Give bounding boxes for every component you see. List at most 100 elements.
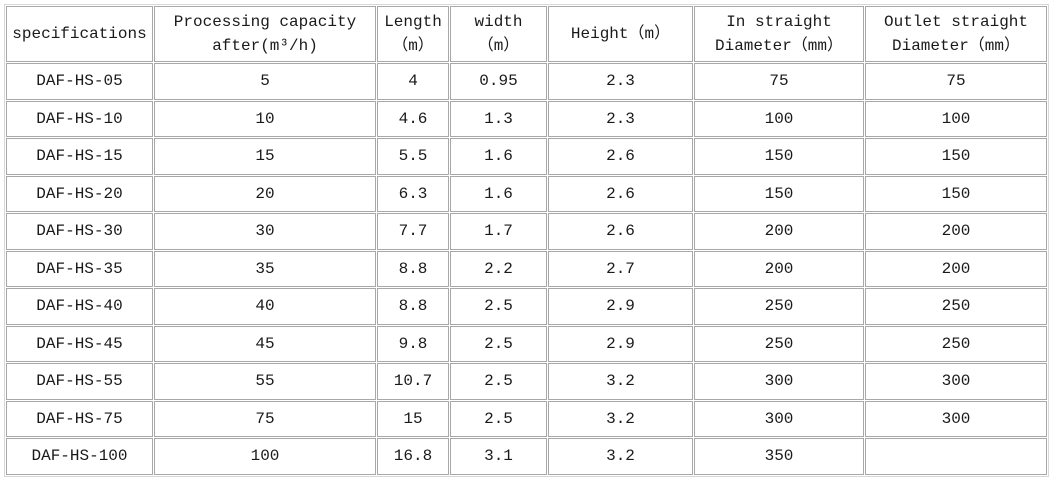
header-text: width: [474, 13, 523, 31]
table-row: DAF-HS-35 35 8.8 2.2 2.7 200 200: [6, 250, 1047, 287]
header-text: In straight: [726, 13, 832, 31]
cell-inlet-diameter: 350: [694, 438, 864, 475]
cell-height: 2.6: [548, 138, 693, 175]
header-text: after(m³/h): [212, 37, 318, 55]
cell-height: 2.3: [548, 63, 693, 100]
cell-length: 4: [377, 63, 449, 100]
cell-width: 2.5: [450, 400, 547, 437]
cell-outlet-diameter: 75: [865, 63, 1047, 100]
table-row: DAF-HS-10 10 4.6 1.3 2.3 100 100: [6, 100, 1047, 137]
cell-processing-capacity: 45: [154, 325, 376, 362]
cell-inlet-diameter: 250: [694, 288, 864, 325]
cell-specifications: DAF-HS-05: [6, 63, 153, 100]
cell-outlet-diameter: 150: [865, 138, 1047, 175]
cell-length: 8.8: [377, 250, 449, 287]
header-text: specifications: [12, 25, 147, 43]
cell-height: 2.6: [548, 213, 693, 250]
cell-outlet-diameter: 250: [865, 288, 1047, 325]
cell-processing-capacity: 75: [154, 400, 376, 437]
cell-processing-capacity: 10: [154, 100, 376, 137]
cell-specifications: DAF-HS-20: [6, 175, 153, 212]
cell-outlet-diameter: 200: [865, 213, 1047, 250]
cell-height: 3.2: [548, 363, 693, 400]
cell-length: 5.5: [377, 138, 449, 175]
header-text: Length: [384, 13, 442, 31]
cell-length: 7.7: [377, 213, 449, 250]
cell-inlet-diameter: 150: [694, 138, 864, 175]
cell-length: 6.3: [377, 175, 449, 212]
table-row: DAF-HS-75 75 15 2.5 3.2 300 300: [6, 400, 1047, 437]
cell-width: 2.2: [450, 250, 547, 287]
cell-height: 3.2: [548, 438, 693, 475]
cell-length: 10.7: [377, 363, 449, 400]
cell-specifications: DAF-HS-15: [6, 138, 153, 175]
header-width: width （m）: [450, 6, 547, 62]
cell-specifications: DAF-HS-35: [6, 250, 153, 287]
cell-width: 2.5: [450, 288, 547, 325]
header-inlet-diameter: In straight Diameter（mm）: [694, 6, 864, 62]
cell-width: 1.6: [450, 175, 547, 212]
cell-length: 15: [377, 400, 449, 437]
cell-specifications: DAF-HS-30: [6, 213, 153, 250]
header-text: Diameter（mm）: [714, 37, 844, 55]
header-outlet-diameter: Outlet straight Diameter（mm）: [865, 6, 1047, 62]
cell-width: 0.95: [450, 63, 547, 100]
cell-inlet-diameter: 300: [694, 400, 864, 437]
cell-length: 4.6: [377, 100, 449, 137]
cell-width: 3.1: [450, 438, 547, 475]
table-row: DAF-HS-45 45 9.8 2.5 2.9 250 250: [6, 325, 1047, 362]
header-text: （m）: [392, 37, 434, 55]
header-text: Processing capacity: [173, 13, 357, 31]
cell-specifications: DAF-HS-10: [6, 100, 153, 137]
cell-outlet-diameter: [865, 438, 1047, 475]
cell-processing-capacity: 20: [154, 175, 376, 212]
cell-specifications: DAF-HS-45: [6, 325, 153, 362]
table-row: DAF-HS-100 100 16.8 3.1 3.2 350: [6, 438, 1047, 475]
cell-length: 9.8: [377, 325, 449, 362]
header-length: Length （m）: [377, 6, 449, 62]
cell-height: 2.6: [548, 175, 693, 212]
cell-processing-capacity: 55: [154, 363, 376, 400]
cell-processing-capacity: 40: [154, 288, 376, 325]
header-text: Height（m）: [570, 25, 671, 43]
specifications-table: specifications Processing capacity after(m…: [4, 4, 1049, 477]
cell-specifications: DAF-HS-100: [6, 438, 153, 475]
cell-outlet-diameter: 300: [865, 363, 1047, 400]
table-row: DAF-HS-30 30 7.7 1.7 2.6 200 200: [6, 213, 1047, 250]
table-row: DAF-HS-55 55 10.7 2.5 3.2 300 300: [6, 363, 1047, 400]
cell-length: 16.8: [377, 438, 449, 475]
table-row: DAF-HS-05 5 4 0.95 2.3 75 75: [6, 63, 1047, 100]
cell-inlet-diameter: 200: [694, 250, 864, 287]
header-row: specifications Processing capacity after(m…: [6, 6, 1047, 62]
header-text: Outlet straight: [883, 13, 1029, 31]
cell-inlet-diameter: 200: [694, 213, 864, 250]
cell-processing-capacity: 35: [154, 250, 376, 287]
cell-width: 1.6: [450, 138, 547, 175]
cell-width: 1.3: [450, 100, 547, 137]
cell-outlet-diameter: 100: [865, 100, 1047, 137]
cell-outlet-diameter: 250: [865, 325, 1047, 362]
cell-inlet-diameter: 75: [694, 63, 864, 100]
cell-specifications: DAF-HS-40: [6, 288, 153, 325]
cell-specifications: DAF-HS-55: [6, 363, 153, 400]
cell-height: 2.9: [548, 325, 693, 362]
table-row: DAF-HS-40 40 8.8 2.5 2.9 250 250: [6, 288, 1047, 325]
cell-inlet-diameter: 250: [694, 325, 864, 362]
cell-width: 2.5: [450, 363, 547, 400]
cell-processing-capacity: 30: [154, 213, 376, 250]
cell-specifications: DAF-HS-75: [6, 400, 153, 437]
cell-width: 2.5: [450, 325, 547, 362]
header-height: Height（m）: [548, 6, 693, 62]
cell-height: 2.3: [548, 100, 693, 137]
cell-outlet-diameter: 200: [865, 250, 1047, 287]
header-processing-capacity: Processing capacity after(m³/h): [154, 6, 376, 62]
cell-outlet-diameter: 150: [865, 175, 1047, 212]
cell-height: 2.7: [548, 250, 693, 287]
table-row: DAF-HS-20 20 6.3 1.6 2.6 150 150: [6, 175, 1047, 212]
table-row: DAF-HS-15 15 5.5 1.6 2.6 150 150: [6, 138, 1047, 175]
cell-inlet-diameter: 150: [694, 175, 864, 212]
cell-processing-capacity: 100: [154, 438, 376, 475]
header-text: Diameter（mm）: [891, 37, 1021, 55]
cell-inlet-diameter: 100: [694, 100, 864, 137]
cell-processing-capacity: 15: [154, 138, 376, 175]
